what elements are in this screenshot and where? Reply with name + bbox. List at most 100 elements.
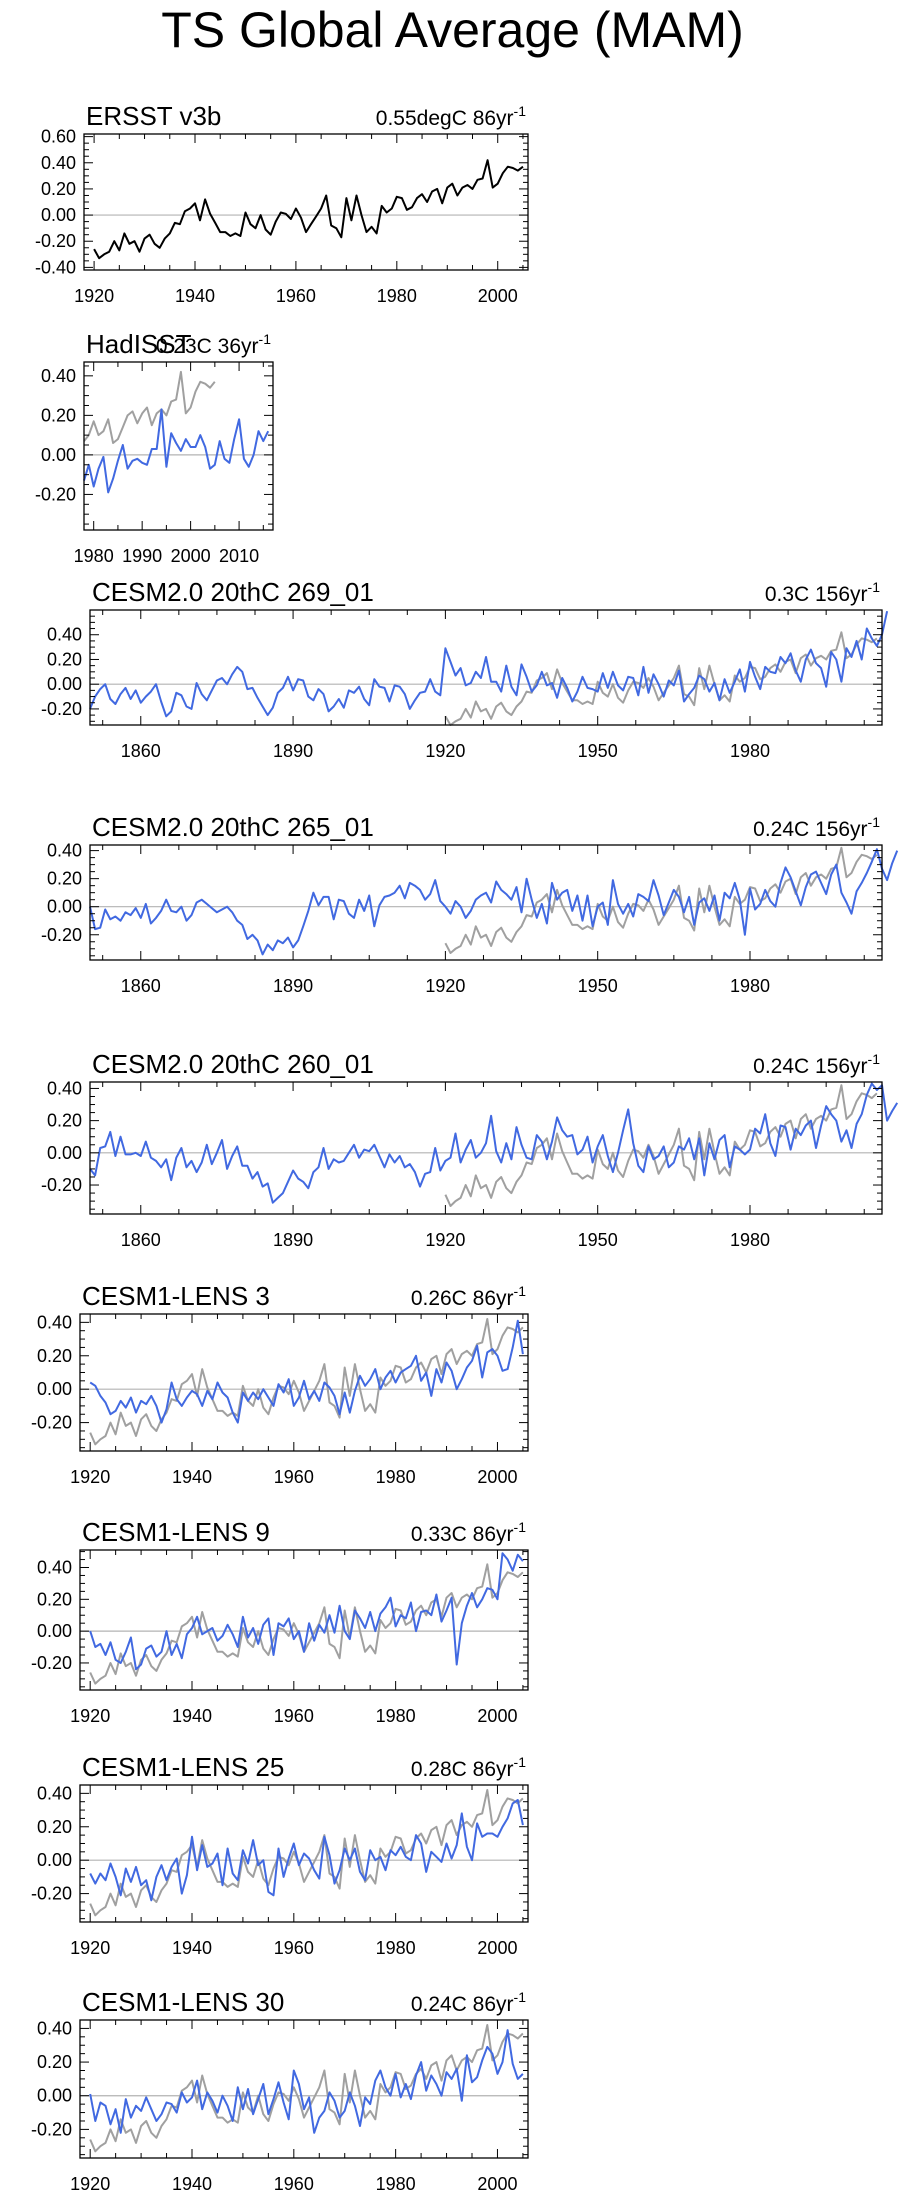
x-tick-label: 1860 — [121, 976, 161, 996]
plot-frame — [83, 133, 529, 271]
page-title: TS Global Average (MAM) — [161, 2, 744, 58]
plot-frame — [79, 2019, 529, 2159]
x-tick-label: 1980 — [730, 976, 770, 996]
panel-title: CESM1-LENS 30 — [82, 1987, 284, 2017]
x-tick-label: 1940 — [172, 1467, 212, 1487]
x-tick-label: 1890 — [273, 1230, 313, 1250]
panel-title: CESM2.0 20thC 269_01 — [92, 577, 374, 607]
x-tick-label: 1980 — [376, 1706, 416, 1726]
y-tick-label: 0.20 — [37, 2052, 72, 2072]
y-tick-label: 0.20 — [37, 1346, 72, 1366]
x-tick-label: 1980 — [730, 741, 770, 761]
x-tick-label: 2000 — [477, 1467, 517, 1487]
y-tick-label: 0.00 — [41, 445, 76, 465]
reference-series-line — [83, 370, 216, 444]
x-tick-label: 1860 — [121, 741, 161, 761]
plot-frame — [89, 609, 883, 726]
trend-annotation: 0.26C 86yr-1 — [411, 1283, 526, 1310]
x-tick-label: 1980 — [376, 1938, 416, 1958]
model-series-line — [83, 408, 270, 494]
y-tick-label: 0.40 — [37, 1783, 72, 1803]
y-tick-label: 0.00 — [37, 1621, 72, 1641]
y-tick-label: 0.20 — [47, 649, 82, 669]
chart-panel: 1980 1990 2000 2010 -0.20 0.00 0.20 0.40 HadISST… — [35, 329, 274, 566]
model-series-line — [89, 1799, 524, 1902]
y-tick-label: 0.40 — [47, 1078, 82, 1098]
y-tick-label: -0.20 — [35, 484, 76, 504]
y-tick-label: 0.40 — [37, 1558, 72, 1578]
panel-title: HadISST — [86, 329, 192, 359]
plot-frame — [79, 1313, 529, 1452]
x-tick-label: 2000 — [478, 286, 518, 306]
obs-series-line — [93, 159, 524, 260]
y-tick-label: -0.20 — [41, 925, 82, 945]
plot-frame — [79, 1784, 529, 1923]
trend-annotation: 0.24C 86yr-1 — [411, 1989, 526, 2016]
x-tick-label: 1920 — [74, 286, 114, 306]
x-tick-label: 1920 — [425, 741, 465, 761]
x-tick-label: 1960 — [274, 1706, 314, 1726]
x-tick-label: 1940 — [175, 286, 215, 306]
chart-panel: 1920 1940 1960 1980 2000 -0.20 0.00 0.20 0.40 CES… — [31, 1281, 529, 1487]
y-tick-label: 0.00 — [47, 1143, 82, 1163]
x-tick-label: 1960 — [276, 286, 316, 306]
plot-frame — [89, 844, 883, 961]
plot-frame — [89, 1081, 883, 1215]
y-tick-label: 0.00 — [37, 1850, 72, 1870]
x-tick-label: 1980 — [376, 1467, 416, 1487]
y-tick-label: 0.20 — [37, 1817, 72, 1837]
y-tick-label: 0.40 — [41, 366, 76, 386]
y-tick-label: 0.00 — [37, 1379, 72, 1399]
x-tick-label: 1960 — [274, 1938, 314, 1958]
x-tick-label: 2010 — [219, 546, 259, 566]
x-tick-label: 1890 — [273, 976, 313, 996]
y-tick-label: -0.40 — [35, 257, 76, 277]
reference-series-line — [89, 1789, 524, 1917]
y-tick-label: 0.40 — [47, 625, 82, 645]
model-series-line — [89, 848, 899, 956]
y-tick-label: -0.20 — [31, 1413, 72, 1433]
y-tick-label: 0.40 — [37, 1312, 72, 1332]
y-tick-label: -0.20 — [31, 2119, 72, 2139]
y-tick-label: 0.40 — [41, 153, 76, 173]
model-series-line — [89, 1082, 899, 1204]
chart-panel: 1860 1890 1920 1950 1980 -0.20 0.00 0.20 0.40 CES… — [41, 812, 899, 996]
x-tick-label: 1980 — [730, 1230, 770, 1250]
y-tick-label: 0.20 — [37, 1589, 72, 1609]
y-tick-label: 0.60 — [41, 127, 76, 147]
y-tick-label: -0.20 — [41, 1175, 82, 1195]
x-tick-label: 1890 — [273, 741, 313, 761]
x-tick-label: 1940 — [172, 1706, 212, 1726]
reference-series-line — [444, 631, 878, 726]
trend-annotation: 0.28C 86yr-1 — [411, 1754, 526, 1781]
x-tick-label: 1920 — [425, 976, 465, 996]
plot-frame — [79, 1549, 529, 1691]
x-tick-label: 1860 — [121, 1230, 161, 1250]
x-tick-label: 2000 — [477, 1938, 517, 1958]
x-tick-label: 1940 — [172, 1938, 212, 1958]
model-series-line — [89, 2029, 524, 2134]
y-tick-label: -0.20 — [31, 1653, 72, 1673]
y-tick-label: 0.20 — [41, 179, 76, 199]
panel-title: CESM2.0 20thC 260_01 — [92, 1049, 374, 1079]
y-tick-label: -0.20 — [41, 699, 82, 719]
x-tick-label: 1960 — [274, 1467, 314, 1487]
chart-panel: 1920 1940 1960 1980 2000 -0.20 0.00 0.20 0.40 CES… — [31, 1987, 529, 2194]
x-tick-label: 2000 — [477, 2174, 517, 2194]
panel-title: CESM1-LENS 9 — [82, 1517, 270, 1547]
x-tick-label: 2000 — [171, 546, 211, 566]
trend-annotation: 0.33C 86yr-1 — [411, 1519, 526, 1546]
x-tick-label: 1950 — [578, 976, 618, 996]
panel-title: CESM1-LENS 25 — [82, 1752, 284, 1782]
plot-frame — [83, 361, 274, 531]
y-tick-label: 0.40 — [47, 841, 82, 861]
y-tick-label: -0.20 — [35, 231, 76, 251]
x-tick-label: 1980 — [377, 286, 417, 306]
trend-annotation: 0.24C 156yr-1 — [753, 814, 880, 841]
x-tick-label: 1920 — [70, 1467, 110, 1487]
x-tick-label: 1920 — [70, 1706, 110, 1726]
y-tick-label: 0.00 — [41, 205, 76, 225]
x-tick-label: 1960 — [274, 2174, 314, 2194]
y-tick-label: 0.00 — [47, 674, 82, 694]
